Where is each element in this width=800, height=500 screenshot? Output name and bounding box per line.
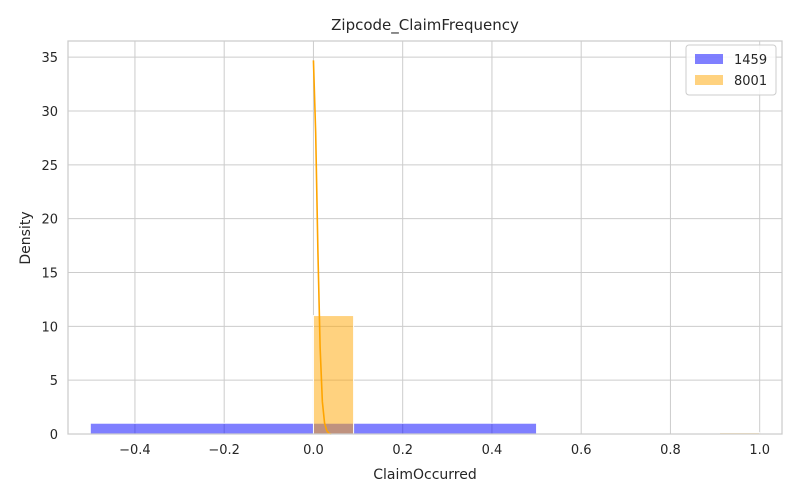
y-tick-label: 20 [41,213,58,228]
y-tick-labels: 0 5 10 15 20 25 30 35 [41,51,58,443]
x-tick-label: 1.0 [749,443,770,458]
y-tick-label: 35 [41,51,58,66]
x-tick-label: 0.6 [571,443,592,458]
y-tick-label: 0 [50,428,58,443]
x-tick-labels: −0.4 −0.2 0.0 0.2 0.4 0.6 0.8 1.0 [119,443,770,458]
x-tick-label: 0.0 [303,443,324,458]
x-tick-label: −0.2 [208,443,240,458]
x-tick-label: 0.4 [482,443,503,458]
y-tick-label: 5 [50,374,58,389]
y-tick-label: 10 [41,320,58,335]
y-tick-label: 30 [41,105,58,120]
y-tick-label: 25 [41,159,58,174]
legend-swatch-1459 [695,54,723,64]
kde-line-8001 [312,60,332,435]
x-tick-label: 0.8 [660,443,681,458]
plot-frame [67,40,783,435]
kde-curves [312,60,332,435]
chart-title: Zipcode_ClaimFrequency [331,16,519,35]
y-axis-label: Density [18,211,34,264]
x-tick-label: 0.2 [392,443,413,458]
x-axis-label: ClaimOccurred [373,467,477,483]
legend-swatch-8001 [695,75,723,85]
grid [68,41,782,435]
legend-label-1459: 1459 [734,53,767,68]
legend-label-8001: 8001 [734,74,767,89]
x-tick-label: −0.4 [119,443,151,458]
plot-background [68,41,782,434]
legend: 1459 8001 [685,44,777,96]
y-tick-label: 15 [41,266,58,281]
